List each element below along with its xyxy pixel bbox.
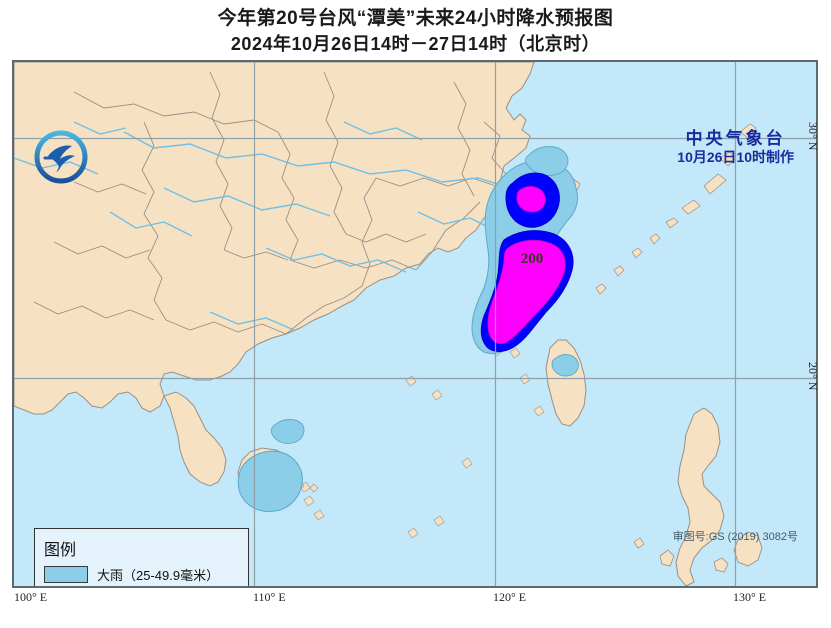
legend-box: 图例 大雨（25-49.9毫米） 暴雨（50-99.9毫米） 大暴雨（100-2… bbox=[34, 528, 249, 588]
lon-tick-130E: 130° E bbox=[733, 590, 767, 604]
lon-tick-120E: 120° E bbox=[493, 590, 527, 604]
legend-swatch-heavy-rain bbox=[44, 566, 88, 583]
lon-tick-100E: 100° E bbox=[14, 590, 48, 604]
legend-item-rainstorm: 暴雨（50-99.9毫米） bbox=[44, 585, 239, 588]
legend-item-heavy-rain: 大雨（25-49.9毫米） bbox=[44, 564, 239, 585]
legend-label-heavy-rain: 大雨（25-49.9毫米） bbox=[97, 568, 220, 583]
map-canvas[interactable]: 200 bbox=[12, 60, 818, 588]
map-approval-number: 审图号:GS (2019) 3082号 bbox=[672, 531, 798, 543]
philippines-luzon bbox=[675, 407, 725, 586]
lon-tick-110E: 110° E bbox=[253, 590, 286, 604]
cma-logo-icon bbox=[34, 130, 88, 184]
graticule bbox=[14, 62, 816, 586]
precip-zone-heavy-rainstorm bbox=[487, 186, 566, 344]
legend-label-rainstorm: 暴雨（50-99.9毫米） bbox=[97, 586, 219, 588]
legend-title: 图例 bbox=[44, 542, 77, 559]
title-main: 今年第20号台风“潭美”未来24小时降水预报图 bbox=[217, 8, 614, 29]
contour-label-200: 200 bbox=[521, 251, 544, 267]
map-graphic: 200 bbox=[14, 62, 816, 586]
agency-attribution: 中央气象台 10月26日10时制作 bbox=[677, 128, 794, 167]
page-title: 今年第20号台风“潭美”未来24小时降水预报图 2024年10月26日14时－2… bbox=[0, 6, 831, 57]
land-masses bbox=[14, 62, 763, 586]
legend-swatch-rainstorm bbox=[44, 587, 88, 588]
agency-name: 中央气象台 bbox=[685, 129, 786, 148]
rivers bbox=[14, 121, 511, 331]
lat-tick-30N: 30° N bbox=[806, 122, 820, 151]
agency-production-time: 10月26日10时制作 bbox=[677, 149, 794, 166]
title-period: 2024年10月26日14时－27日14时（北京时） bbox=[230, 34, 601, 54]
province-boundaries bbox=[33, 71, 507, 335]
lat-tick-20N: 20° N bbox=[806, 362, 820, 391]
contour-label-group: 200 bbox=[512, 247, 552, 267]
